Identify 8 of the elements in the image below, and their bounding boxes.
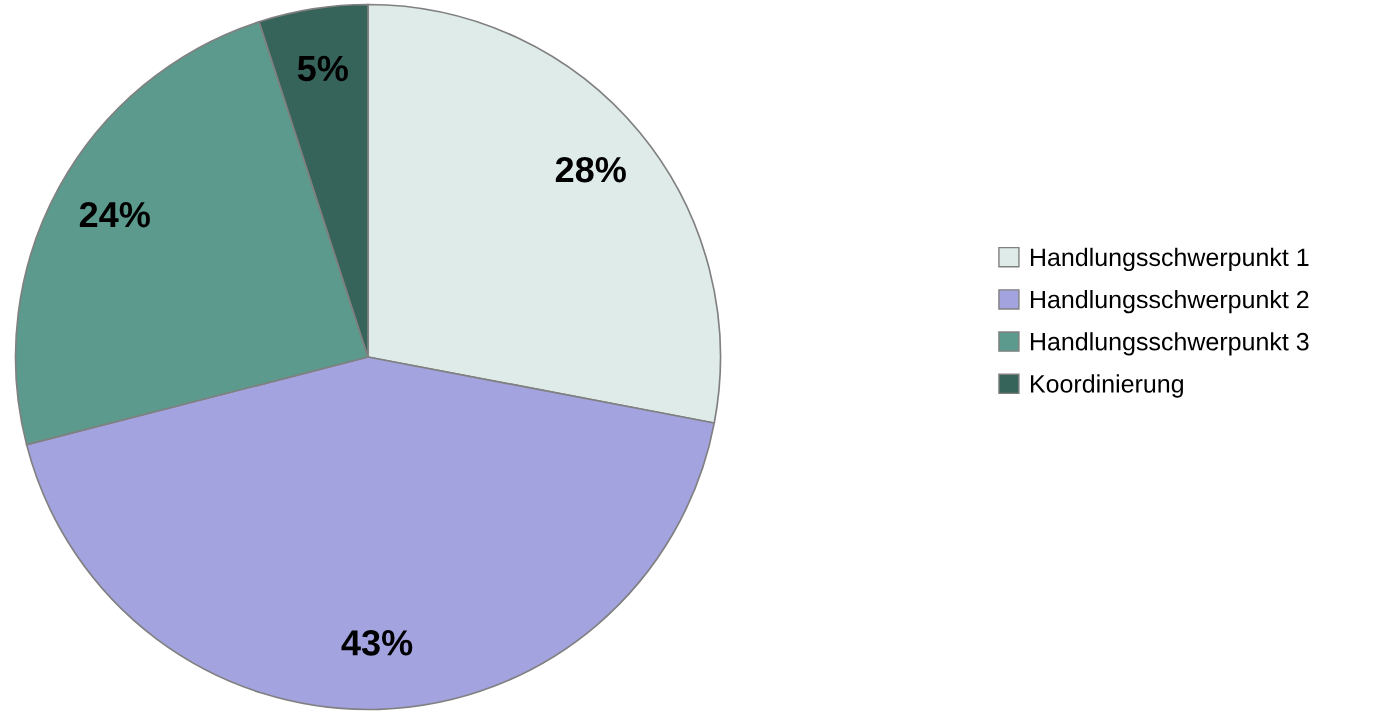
data-label: 24% xyxy=(79,201,150,228)
legend-label: Handlungsschwerpunkt 3 xyxy=(1030,332,1309,356)
legend-label: Handlungsschwerpunkt 1 xyxy=(1030,247,1309,272)
legend-label: Koordinierung xyxy=(1030,374,1183,398)
data-label: 43% xyxy=(341,630,413,656)
data-label: 5% xyxy=(297,55,348,82)
legend-label: Handlungsschwerpunkt 2 xyxy=(1030,289,1309,314)
data-label: 28% xyxy=(555,156,626,183)
